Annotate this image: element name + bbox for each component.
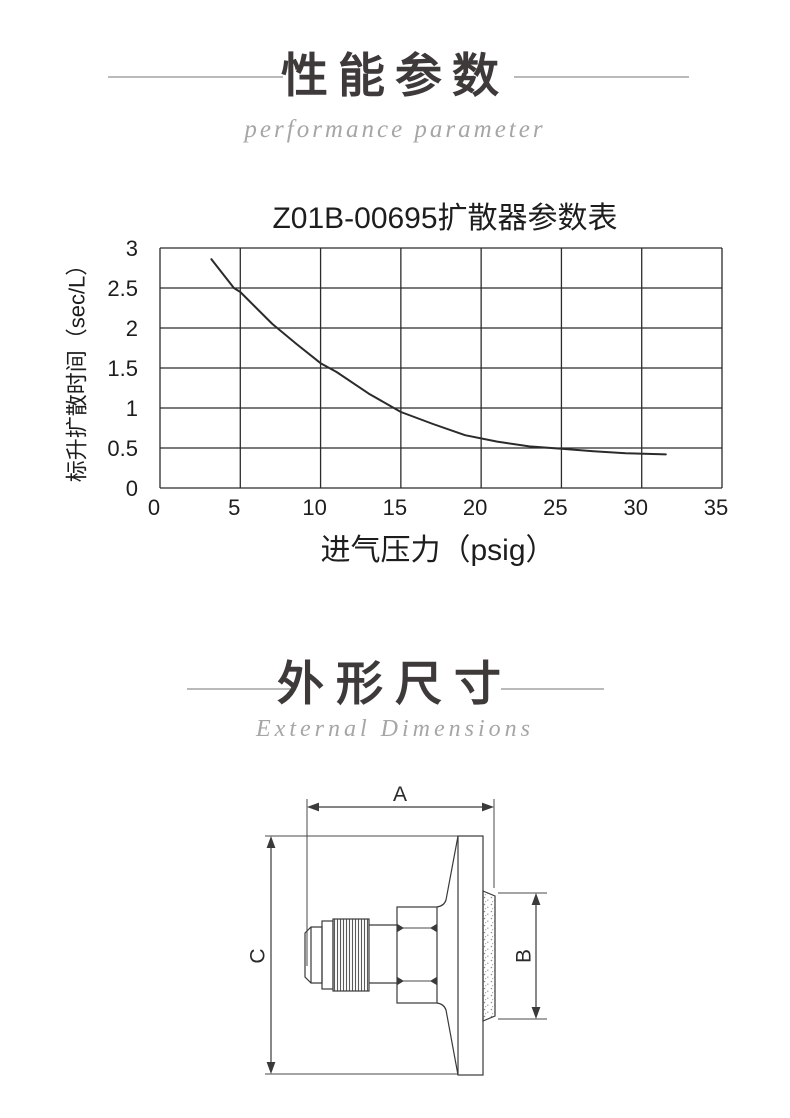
dimension-c: C — [247, 835, 458, 1075]
y-tick-label: 1.5 — [107, 356, 138, 381]
x-tick-label: 5 — [228, 495, 240, 520]
y-tick-label: 2 — [126, 316, 138, 341]
performance-section-subtitle: performance parameter — [244, 116, 546, 143]
header-rule-right — [501, 688, 604, 690]
header-rule-left — [187, 688, 290, 690]
x-tick-label: 30 — [623, 495, 647, 520]
flare-cone — [436, 835, 459, 908]
x-tick-label: 0 — [148, 495, 160, 520]
chart-grid — [159, 247, 723, 489]
performance-curve — [210, 258, 667, 456]
x-axis-title: 进气压力（psig） — [320, 534, 555, 567]
chart-series — [210, 258, 667, 456]
collar — [321, 920, 334, 990]
y-tick-label: 0.5 — [107, 436, 138, 461]
x-tick-label: 15 — [383, 495, 407, 520]
dimension-b: B — [498, 892, 547, 1020]
y-tick-label: 0 — [126, 476, 138, 501]
performance-chart: Z01B-00695扩散器参数表 0 5 10 15 20 25 30 3532.521.51… — [65, 202, 729, 567]
x-tick-label: 35 — [704, 495, 728, 520]
hex-nut — [396, 906, 438, 1004]
dimension-drawing: A C B — [247, 783, 547, 1076]
dimensions-section-subtitle: External Dimensions — [256, 716, 534, 742]
y-tick-label: 1 — [126, 396, 138, 421]
inlet-tip — [304, 926, 323, 984]
dim-c-label: C — [247, 948, 270, 963]
header-rule-right — [514, 76, 689, 78]
dim-a-label: A — [393, 783, 407, 806]
chart-title: Z01B-00695扩散器参数表 — [272, 202, 617, 235]
flange-disc — [457, 835, 484, 1076]
dimension-a: A — [306, 783, 495, 966]
x-tick-label: 25 — [543, 495, 567, 520]
performance-section-title: 性能参数 — [281, 49, 509, 102]
diffusion-stone — [482, 890, 496, 1022]
y-tick-label: 2.5 — [107, 276, 138, 301]
dimensions-section-title: 外形尺寸 — [277, 657, 513, 710]
header-rule-left — [108, 76, 283, 78]
threaded-section — [332, 918, 370, 992]
y-tick-label: 3 — [126, 236, 138, 261]
diffuser-body — [304, 835, 496, 1076]
x-tick-label: 10 — [302, 495, 326, 520]
chart-ticks: 0 5 10 15 20 25 30 35 3 2.5 2 1.5 1 0.5 0 — [107, 236, 728, 520]
x-tick-label: 20 — [463, 495, 487, 520]
y-axis-title: 标升扩散时间（sec/L） — [65, 254, 90, 483]
dim-b-label: B — [513, 949, 536, 963]
